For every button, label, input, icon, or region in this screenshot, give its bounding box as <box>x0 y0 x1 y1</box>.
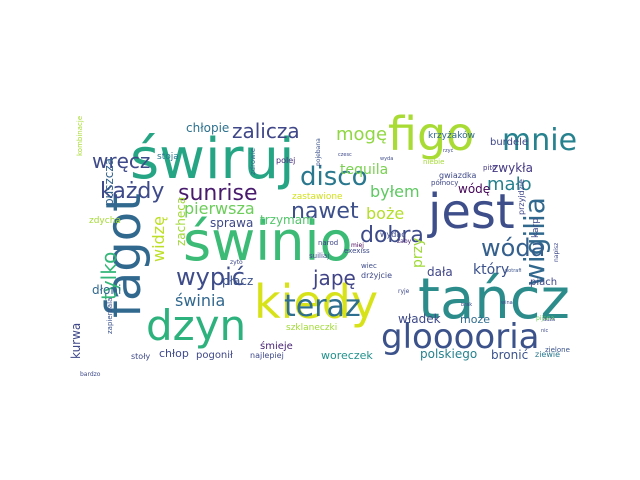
word-58: polej <box>276 156 295 165</box>
word-92: nic <box>541 328 549 334</box>
word-63: szklaneczki <box>286 323 337 333</box>
word-46: polskiego <box>420 347 477 361</box>
word-9: mnie <box>502 123 577 158</box>
word-93: duża <box>543 317 555 323</box>
word-78: przyjdzie <box>517 179 526 215</box>
word-1: tańcz <box>418 267 570 332</box>
word-51: śmieje <box>260 340 293 352</box>
word-75: najlepiej <box>250 351 284 360</box>
word-26: pierwsza <box>184 199 255 218</box>
word-66: ziewie <box>535 350 560 359</box>
word-13: disco <box>300 162 367 192</box>
word-79: pijana <box>536 315 555 322</box>
word-2: świnio <box>183 210 353 273</box>
word-33: który <box>473 262 509 278</box>
word-44: władek <box>398 312 441 326</box>
word-47: bronić <box>491 348 528 362</box>
word-49: chłop <box>159 347 189 360</box>
word-25: świnia <box>175 291 225 310</box>
word-21: wypić <box>176 263 245 291</box>
word-81: potrafi <box>505 268 521 274</box>
word-45: może <box>460 313 490 326</box>
word-34: zwykła <box>492 161 533 175</box>
word-20: wręcz <box>92 149 150 173</box>
word-69: narod <box>318 239 338 247</box>
word-27: byłem <box>370 182 420 201</box>
word-52: burdele <box>490 137 528 148</box>
word-40: trzymam <box>260 213 314 227</box>
word-89: ryje <box>398 288 410 295</box>
word-17: dobra <box>360 223 424 248</box>
word-88: zyto <box>230 259 243 266</box>
word-39: sprawa <box>210 216 253 230</box>
word-62: karp <box>531 218 541 238</box>
word-85: czesc <box>338 152 352 158</box>
word-19: mogę <box>336 124 387 145</box>
word-31: puszcza <box>102 158 116 206</box>
word-16: nawet <box>291 199 359 224</box>
word-68: wiec <box>361 262 377 270</box>
word-83: zdrowie <box>249 148 257 175</box>
word-90: brak <box>461 302 472 308</box>
word-8: glooooria <box>381 317 540 357</box>
word-29: tequila <box>340 162 388 178</box>
word-23: japę <box>312 266 356 290</box>
word-77: napisz <box>553 243 560 262</box>
word-41: płacz <box>222 274 253 288</box>
word-80: zaby <box>397 238 412 245</box>
word-10: teraz <box>284 289 361 324</box>
word-60: wydać <box>380 229 406 239</box>
word-84: pojebana <box>315 138 322 166</box>
word-4: jest <box>427 184 515 240</box>
word-59: zastawione <box>292 192 343 202</box>
word-86: wyda <box>380 156 393 162</box>
word-67: pito <box>483 164 496 172</box>
word-30: widzę <box>149 216 168 262</box>
word-64: północy <box>431 179 458 187</box>
word-5: figo <box>388 107 474 161</box>
word-50: pogonił <box>196 350 233 361</box>
word-61: drżyjcie <box>361 271 392 280</box>
word-43: dłoni <box>92 283 121 297</box>
word-48: woreczek <box>321 349 373 362</box>
word-87: rzyć <box>443 147 454 154</box>
word-70: miej <box>351 242 364 249</box>
word-22: tylko <box>97 252 121 300</box>
word-71: exexiss <box>344 247 370 255</box>
word-91: wina <box>501 300 513 306</box>
word-94: kombinacje <box>76 116 84 156</box>
word-3: fagot <box>96 193 152 318</box>
word-57: stoja <box>157 152 179 162</box>
word-14: wigilia <box>518 197 551 286</box>
word-82: bardzo <box>80 371 101 378</box>
word-65: zielone <box>545 346 570 354</box>
word-72: suiliaj <box>309 252 329 260</box>
word-38: zacheca <box>174 197 188 246</box>
word-18: zalicza <box>232 119 300 143</box>
word-37: chłopie <box>186 121 229 135</box>
word-56: zdycha <box>89 216 121 226</box>
word-0: świruj <box>130 127 295 192</box>
word-53: piach <box>530 277 557 288</box>
word-15: wóda <box>481 234 545 262</box>
word-32: przy <box>410 238 426 268</box>
word-24: mało <box>487 174 532 195</box>
word-76: niebie <box>423 158 444 166</box>
word-55: gwiazdka <box>439 171 477 180</box>
word-35: wódę <box>458 182 490 196</box>
word-54: krzyżaków <box>428 130 475 141</box>
word-28: boże <box>366 204 404 223</box>
word-74: stoły <box>131 352 150 361</box>
word-36: dała <box>427 265 453 279</box>
word-42: kurwa <box>69 323 83 359</box>
word-11: każdy <box>100 179 164 204</box>
word-6: kiedy <box>254 275 378 329</box>
word-12: sunrise <box>178 181 258 206</box>
word-73: zapierdala <box>106 298 114 334</box>
word-7: dzyn <box>146 301 246 350</box>
